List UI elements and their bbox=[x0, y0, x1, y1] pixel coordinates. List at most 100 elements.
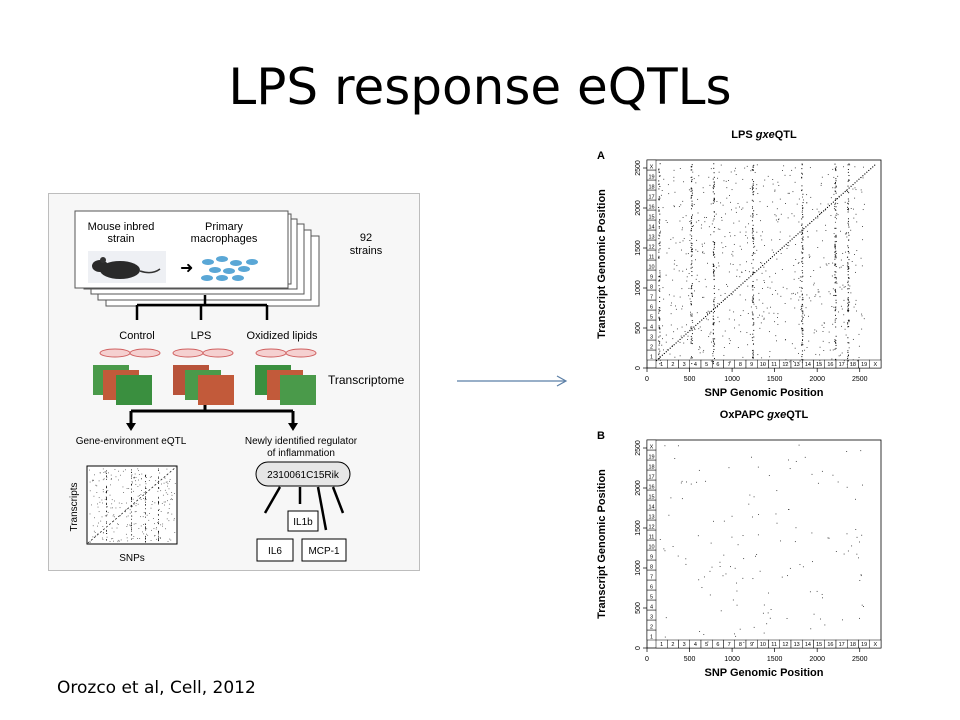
scatter-point bbox=[686, 481, 687, 483]
mini-point bbox=[98, 497, 100, 499]
scatter-point bbox=[833, 193, 835, 195]
hotspot-point bbox=[658, 227, 660, 229]
scatter-point bbox=[841, 288, 843, 290]
scatter-point bbox=[698, 281, 700, 283]
scatter-point bbox=[756, 231, 758, 233]
scatter-point bbox=[774, 321, 776, 323]
scatter-point bbox=[829, 349, 831, 351]
scatter-point bbox=[723, 354, 725, 356]
scatter-point bbox=[801, 332, 803, 334]
chart-panel-b: OxPAPC gxeQTLB11223344556677889910101111… bbox=[596, 409, 882, 679]
chromosome-y-label: 15 bbox=[648, 495, 654, 501]
hotspot-point bbox=[714, 338, 716, 340]
cis-diagonal-point bbox=[799, 231, 801, 233]
hotspot-point bbox=[801, 356, 803, 358]
cis-diagonal-point bbox=[710, 310, 713, 312]
hotspot-point bbox=[752, 357, 754, 359]
scatter-point bbox=[704, 221, 706, 223]
scatter-point bbox=[674, 259, 676, 261]
scatter-point bbox=[667, 184, 669, 186]
hotspot-point bbox=[713, 279, 715, 281]
scatter-point bbox=[858, 333, 860, 335]
mini-point bbox=[94, 532, 96, 533]
mini-hotspot bbox=[106, 472, 107, 474]
cis-diagonal-point bbox=[769, 257, 772, 260]
hotspot-point bbox=[659, 310, 661, 312]
scatter-point bbox=[736, 582, 738, 584]
plot-frame bbox=[646, 439, 882, 649]
scatter-point bbox=[790, 298, 792, 300]
scatter-point bbox=[712, 353, 714, 355]
hotspot-point bbox=[752, 324, 754, 326]
scatter-point bbox=[863, 318, 865, 320]
chromosome-y-label: 11 bbox=[649, 535, 655, 541]
scatter-point bbox=[705, 480, 707, 482]
hotspot-point bbox=[802, 227, 804, 229]
hotspot-point bbox=[847, 358, 849, 360]
mini-point bbox=[162, 523, 164, 525]
mini-hotspot bbox=[145, 504, 146, 506]
scatter-point bbox=[747, 312, 749, 314]
scatter-point bbox=[672, 279, 674, 281]
hotspot-point bbox=[752, 187, 754, 189]
scatter-point bbox=[785, 203, 786, 204]
scatter-point bbox=[715, 267, 717, 269]
mini-hotspot bbox=[131, 469, 132, 471]
scatter-point bbox=[837, 175, 839, 177]
scatter-point bbox=[840, 354, 841, 356]
scatter-point bbox=[861, 604, 863, 606]
mini-point bbox=[102, 502, 104, 504]
scatter-point bbox=[680, 482, 682, 484]
scatter-point bbox=[841, 308, 843, 310]
hotspot-point bbox=[713, 285, 715, 287]
y-tick-label: 2500 bbox=[635, 160, 642, 176]
hotspot-point bbox=[713, 246, 715, 248]
hotspot-point bbox=[712, 191, 714, 193]
hotspot-point bbox=[690, 288, 692, 290]
scatter-point bbox=[858, 557, 859, 559]
scatter-point bbox=[688, 287, 690, 289]
hotspot-point bbox=[802, 252, 804, 254]
hotspot-point bbox=[712, 329, 714, 331]
hotspot-point bbox=[690, 338, 692, 340]
chromosome-x-label: 18 bbox=[850, 642, 856, 648]
scatter-point bbox=[737, 347, 739, 348]
scatter-point bbox=[799, 286, 801, 288]
mini-hotspot bbox=[145, 524, 146, 525]
hotspot-point bbox=[802, 359, 804, 361]
hotspot-point bbox=[834, 264, 836, 266]
mini-point bbox=[154, 535, 156, 536]
mini-hotspot bbox=[158, 514, 159, 516]
hotspot-point bbox=[835, 326, 837, 328]
hotspot-point bbox=[834, 216, 836, 218]
scatter-point bbox=[703, 252, 705, 254]
hotspot-point bbox=[713, 292, 715, 294]
scatter-point bbox=[813, 332, 815, 334]
hotspot-point bbox=[691, 179, 693, 181]
x-tick-label: 1500 bbox=[767, 656, 783, 663]
scatter-point bbox=[732, 251, 734, 253]
hotspot-point bbox=[691, 249, 693, 251]
scatter-point bbox=[660, 230, 661, 232]
hotspot-point bbox=[752, 183, 754, 185]
scatter-point bbox=[685, 253, 687, 255]
hotspot-point bbox=[801, 177, 803, 179]
mini-point bbox=[123, 492, 125, 493]
hotspot-point bbox=[691, 244, 693, 246]
scatter-point bbox=[735, 174, 737, 176]
chromosome-y-label: 7 bbox=[650, 575, 653, 581]
mini-point bbox=[110, 478, 112, 479]
hotspot-point bbox=[659, 272, 661, 274]
hotspot-point bbox=[848, 288, 850, 290]
scatter-point bbox=[739, 264, 741, 266]
cis-diagonal-point bbox=[691, 328, 693, 330]
scatter-point bbox=[748, 271, 750, 273]
hotspot-point bbox=[691, 216, 693, 218]
scatter-point bbox=[659, 359, 661, 361]
y-tick-label: 2000 bbox=[635, 200, 642, 216]
scatter-point bbox=[760, 235, 762, 237]
cis-diagonal-point bbox=[766, 261, 768, 263]
mini-point bbox=[122, 470, 124, 472]
chromosome-x-label: 15 bbox=[816, 642, 822, 648]
mini-point bbox=[122, 486, 124, 488]
